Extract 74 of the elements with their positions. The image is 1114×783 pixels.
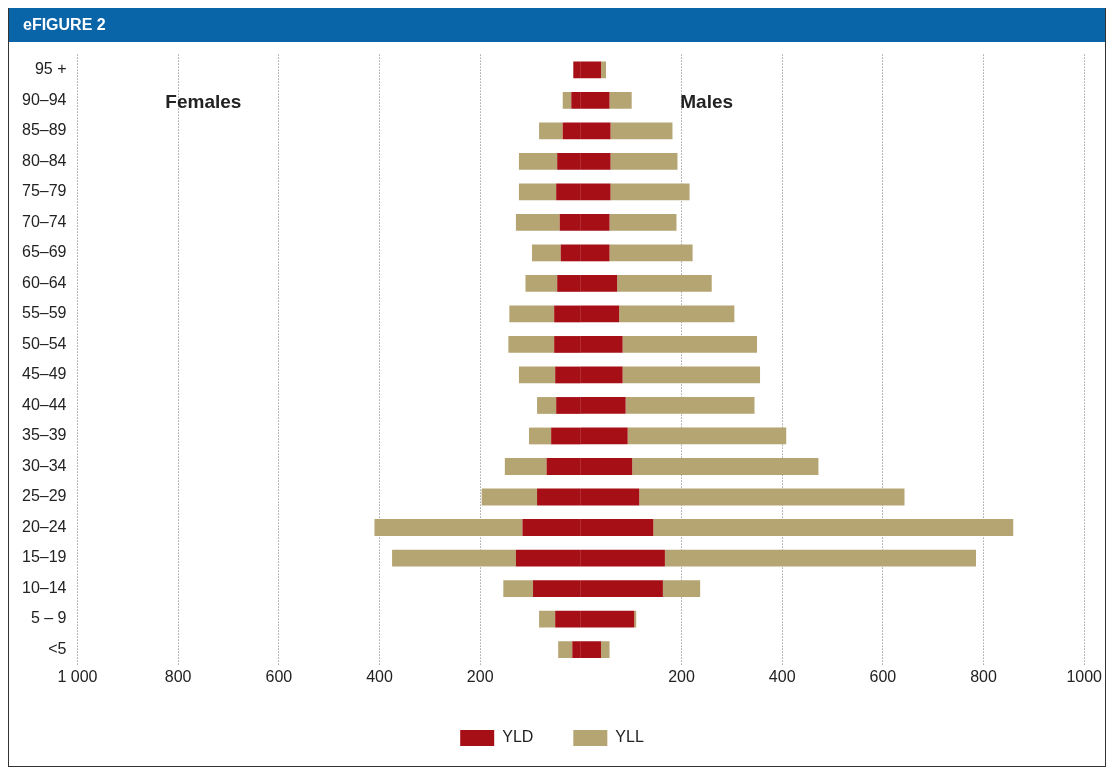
bar [529, 427, 552, 445]
y-tick-label: 10–14 [21, 578, 67, 596]
bar [539, 122, 563, 140]
bar [609, 91, 632, 109]
bar [374, 519, 523, 536]
bar [518, 366, 556, 384]
y-tick-label: 40–44 [21, 395, 67, 413]
bar [664, 549, 976, 567]
y-tick-label: 90–94 [21, 90, 67, 108]
bar [609, 214, 677, 231]
x-tick-label: 200 [466, 667, 494, 685]
x-tick-label: 600 [869, 667, 897, 685]
legend-label: YLD [502, 728, 534, 746]
bar [392, 549, 516, 567]
y-tick-label: 75–79 [21, 182, 67, 200]
x-tick-label: 200 [668, 667, 695, 685]
y-tick-label: 20–24 [21, 517, 67, 535]
bar [639, 488, 905, 506]
bar [610, 122, 673, 140]
legend-label: YLL [615, 728, 644, 746]
bar [558, 641, 573, 658]
chart-title: eFIGURE 2 [9, 8, 1105, 42]
y-tick-label: 50–54 [21, 334, 67, 352]
bar [518, 153, 558, 170]
bar [653, 519, 1014, 536]
y-tick-label: 70–74 [21, 212, 67, 230]
y-tick-label: 5 – 9 [30, 609, 67, 627]
bar [610, 183, 690, 201]
bar [662, 580, 701, 597]
bar [622, 366, 761, 384]
y-tick-label: 55–59 [21, 304, 67, 322]
y-tick-label: 85–89 [21, 121, 67, 139]
bar [619, 305, 735, 323]
annotation: Females [165, 90, 242, 112]
y-tick-label: 95 + [34, 60, 67, 78]
bar [539, 610, 556, 628]
x-tick-label: 400 [366, 667, 393, 685]
y-tick-label: 15–19 [21, 548, 67, 566]
bar [627, 427, 787, 445]
y-tick-label: 80–84 [21, 151, 67, 169]
annotation: Males [680, 90, 734, 112]
bar [515, 214, 560, 231]
x-tick-label: 600 [265, 667, 293, 685]
x-tick-label: 400 [768, 667, 796, 685]
bar [509, 305, 555, 323]
bar [504, 458, 547, 475]
bar [617, 275, 712, 292]
bar [634, 610, 637, 628]
bar [600, 61, 607, 79]
y-tick-label: 25–29 [21, 487, 67, 505]
bar [632, 458, 819, 475]
x-tick-label: 1000 [1066, 667, 1103, 685]
y-tick-label: 35–39 [21, 426, 67, 444]
y-tick-label: 65–69 [21, 243, 67, 261]
x-tick-label: 1 000 [57, 667, 98, 685]
y-tick-label: <5 [48, 639, 67, 657]
bar [609, 244, 693, 262]
x-tick-label: 800 [970, 667, 997, 685]
bar [481, 488, 538, 506]
bar [622, 336, 758, 353]
x-tick-label: 800 [164, 667, 192, 685]
y-tick-label: 45–49 [21, 365, 67, 383]
bar [537, 397, 557, 414]
y-tick-label: 30–34 [21, 456, 67, 474]
y-tick-label: 60–64 [21, 273, 67, 291]
bar [518, 183, 557, 201]
bar [532, 244, 561, 262]
bar [562, 91, 572, 109]
bar [508, 336, 555, 353]
bar [600, 641, 610, 658]
bar [610, 153, 678, 170]
bar [525, 275, 558, 292]
bar [625, 397, 755, 414]
bar [503, 580, 534, 597]
